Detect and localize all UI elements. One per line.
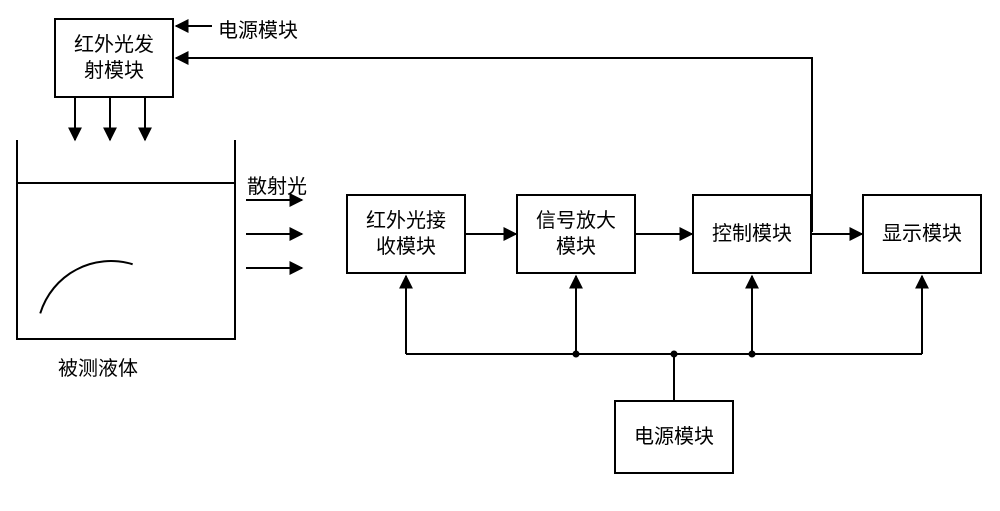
amplifier-box: 信号放大模块 bbox=[516, 194, 636, 274]
ir-emitter-box: 红外光发射模块 bbox=[54, 18, 174, 98]
amplifier-label: 信号放大模块 bbox=[536, 208, 616, 260]
liquid-arc bbox=[10, 234, 213, 437]
display-box: 显示模块 bbox=[862, 194, 982, 274]
beaker bbox=[16, 140, 236, 340]
power-bottom-label: 电源模块 bbox=[634, 424, 714, 450]
controller-label: 控制模块 bbox=[712, 221, 792, 247]
ir-receiver-box: 红外光接收模块 bbox=[346, 194, 466, 274]
power-top-label: 电源模块 bbox=[218, 14, 298, 43]
controller-box: 控制模块 bbox=[692, 194, 812, 274]
liquid-surface-line bbox=[18, 182, 234, 184]
power-bottom-box: 电源模块 bbox=[614, 400, 734, 474]
display-label: 显示模块 bbox=[882, 221, 962, 247]
scatter-label: 散射光 bbox=[247, 170, 307, 199]
ir-emitter-label: 红外光发射模块 bbox=[74, 32, 154, 84]
ir-receiver-label: 红外光接收模块 bbox=[366, 208, 446, 260]
